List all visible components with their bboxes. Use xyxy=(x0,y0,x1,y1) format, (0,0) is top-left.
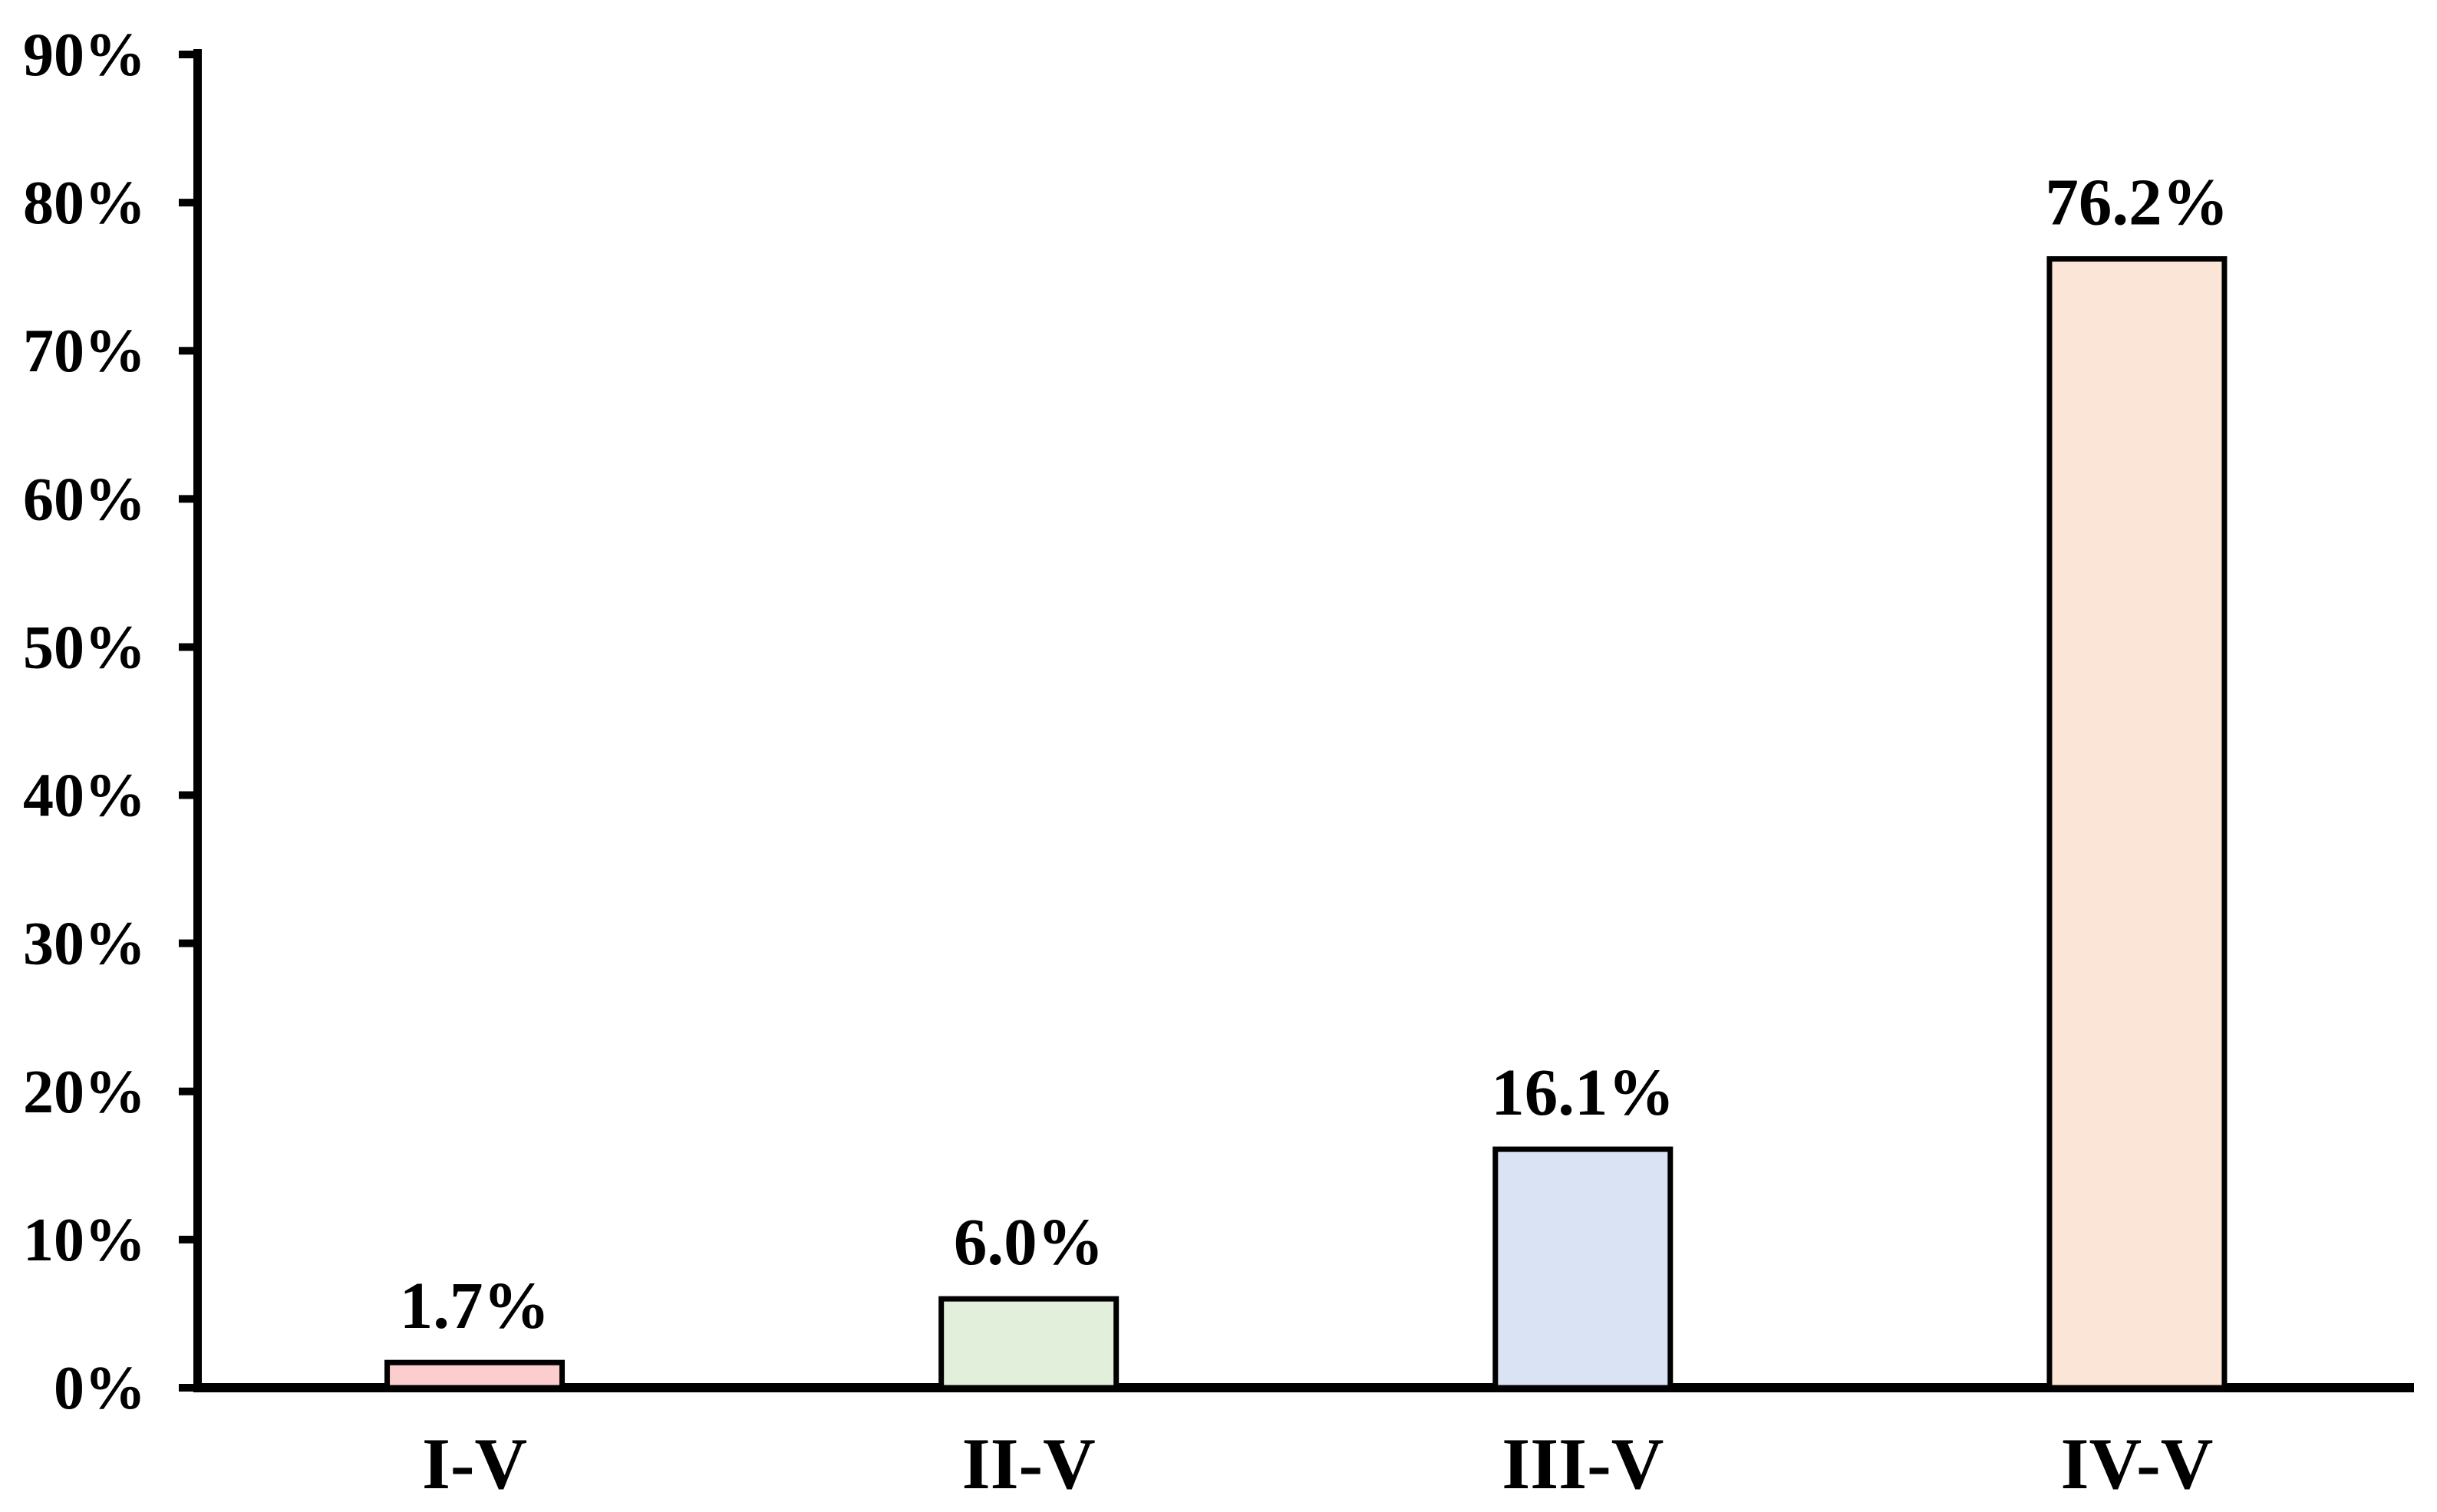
bar-i-v xyxy=(384,1359,566,1391)
y-tick-label: 30% xyxy=(23,911,146,978)
y-tick-label: 80% xyxy=(23,170,146,237)
bar-iv-v xyxy=(2046,255,2228,1391)
x-category-label: II-V xyxy=(962,1423,1096,1504)
y-tick-label: 40% xyxy=(23,763,146,830)
y-tick-label: 0% xyxy=(54,1355,146,1422)
bar-value-label: 76.2% xyxy=(2045,164,2228,239)
bar-value-label: 1.7% xyxy=(400,1268,550,1342)
y-tick-label: 60% xyxy=(23,466,146,533)
bar-value-label: 6.0% xyxy=(954,1204,1104,1279)
bar-iii-v xyxy=(1492,1146,1674,1391)
y-tick-label: 90% xyxy=(23,21,146,89)
x-category-label: III-V xyxy=(1502,1423,1664,1504)
y-tick-label: 20% xyxy=(23,1059,146,1126)
y-tick-label: 10% xyxy=(23,1207,146,1274)
bar-value-label: 16.1% xyxy=(1491,1055,1674,1129)
y-tick-label: 70% xyxy=(23,318,146,385)
x-category-label: IV-V xyxy=(2061,1423,2214,1504)
x-category-label: I-V xyxy=(422,1423,527,1504)
y-tick-label: 50% xyxy=(23,614,146,681)
bar-ii-v xyxy=(938,1296,1120,1391)
